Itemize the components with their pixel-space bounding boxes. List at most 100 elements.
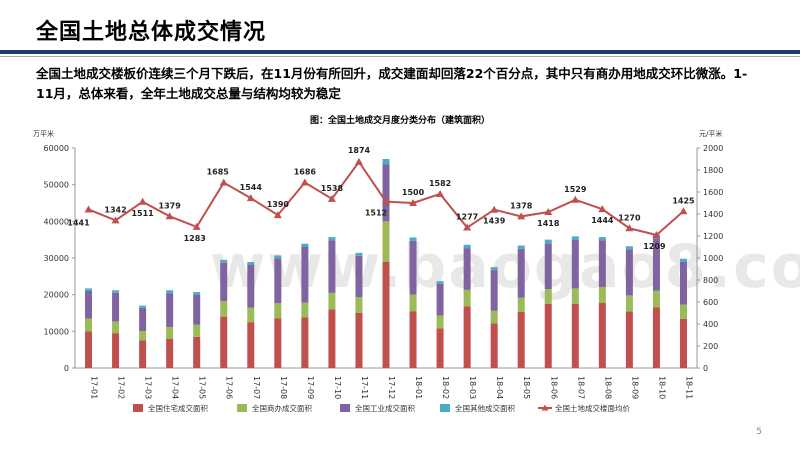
price-point <box>165 212 174 220</box>
bar-residential <box>463 306 471 368</box>
bar-industrial <box>193 294 201 325</box>
bar-commercial <box>112 321 120 334</box>
price-point <box>354 157 363 165</box>
legend-label: 全国工业成交面积 <box>355 403 415 413</box>
bar-other <box>409 237 417 241</box>
bar-commercial <box>409 294 417 312</box>
bar-residential <box>301 317 309 368</box>
bar-commercial <box>544 289 552 304</box>
bar-commercial <box>517 297 525 312</box>
x-tick-label: 18-09 <box>630 376 639 399</box>
bar-industrial <box>463 248 471 290</box>
chart-title: 图：全国土地成交月度分类分布（建筑面积） <box>309 116 490 126</box>
x-tick-label: 18-07 <box>576 376 585 399</box>
legend-swatch <box>237 404 247 412</box>
bar-other <box>328 237 336 241</box>
y-left-tick-label: 30000 <box>44 254 69 263</box>
bar-other <box>274 255 282 259</box>
price-point <box>327 194 336 202</box>
price-point <box>382 197 390 205</box>
price-data-label: 1582 <box>429 179 451 188</box>
price-point <box>544 208 553 216</box>
price-point <box>246 194 255 202</box>
bar-commercial <box>382 221 390 262</box>
price-data-label: 1538 <box>321 184 344 193</box>
bar-residential <box>193 336 201 368</box>
x-tick-label: 18-01 <box>414 376 423 399</box>
bar-residential <box>490 323 498 368</box>
y-right-tick-label: 1600 <box>703 188 723 197</box>
bar-other <box>139 305 147 308</box>
x-tick-label: 18-06 <box>549 376 558 399</box>
bar-residential <box>274 318 282 368</box>
bar-other <box>301 243 309 247</box>
bar-residential <box>112 333 120 368</box>
bar-residential <box>382 261 390 368</box>
bar-commercial <box>625 295 633 312</box>
bar-other <box>112 290 120 293</box>
y-left-tick-label: 10000 <box>44 327 69 336</box>
price-data-label: 1379 <box>159 201 182 210</box>
legend-label: 全国土地成交楼面均价 <box>555 403 630 413</box>
bar-other <box>382 159 390 165</box>
price-data-label: 1209 <box>643 242 666 251</box>
y-right-tick-label: 1200 <box>703 232 723 241</box>
y-right-tick-label: 0 <box>703 364 708 373</box>
y-right-tick-label: 200 <box>703 342 718 351</box>
price-point <box>517 212 526 220</box>
x-tick-label: 18-02 <box>441 376 450 399</box>
bar-residential <box>409 311 417 368</box>
bar-industrial <box>625 249 633 296</box>
bar-commercial <box>436 315 444 329</box>
bar-industrial <box>571 240 579 289</box>
bar-commercial <box>679 304 687 319</box>
x-tick-label: 18-11 <box>684 376 693 399</box>
legend-swatch <box>340 404 350 412</box>
bar-commercial <box>274 303 282 319</box>
price-data-label: 1441 <box>67 218 90 227</box>
bar-other <box>85 288 93 291</box>
price-point <box>571 195 580 203</box>
bar-commercial <box>328 292 336 310</box>
bar-commercial <box>598 286 606 303</box>
price-point <box>273 211 282 219</box>
bar-residential <box>571 303 579 368</box>
x-tick-label: 18-08 <box>603 376 612 399</box>
x-tick-label: 17-06 <box>225 376 234 399</box>
bar-other <box>166 290 174 294</box>
bar-residential <box>247 322 255 368</box>
bar-residential <box>679 318 687 368</box>
bar-commercial <box>139 330 147 341</box>
y-right-tick-label: 1000 <box>703 254 723 263</box>
bar-residential <box>328 309 336 368</box>
bar-residential <box>85 331 93 368</box>
price-point <box>111 216 120 224</box>
bar-industrial <box>409 240 417 295</box>
x-tick-label: 17-12 <box>387 376 396 399</box>
y-right-tick-label: 1400 <box>703 210 723 219</box>
bar-industrial <box>382 164 390 222</box>
bar-industrial <box>274 258 282 304</box>
bar-residential <box>436 328 444 368</box>
price-point <box>679 207 688 215</box>
x-tick-label: 17-05 <box>198 376 207 399</box>
bar-other <box>598 237 606 241</box>
bar-residential <box>139 340 147 368</box>
title-rule-thin <box>0 56 800 57</box>
bar-commercial <box>571 288 579 304</box>
bar-industrial <box>436 283 444 316</box>
price-point <box>300 178 309 186</box>
y-left-tick-label: 60000 <box>44 144 69 153</box>
bar-residential <box>166 338 174 368</box>
bar-residential <box>517 311 525 368</box>
x-tick-label: 18-10 <box>657 376 666 399</box>
x-tick-label: 17-04 <box>171 376 180 399</box>
legend-label: 全国住宅成交面积 <box>148 403 208 413</box>
bar-commercial <box>490 310 498 324</box>
x-tick-label: 17-07 <box>252 376 261 399</box>
price-data-label: 1390 <box>267 200 290 209</box>
bar-industrial <box>112 292 120 322</box>
bar-other <box>247 262 255 265</box>
x-tick-label: 18-05 <box>522 376 531 399</box>
